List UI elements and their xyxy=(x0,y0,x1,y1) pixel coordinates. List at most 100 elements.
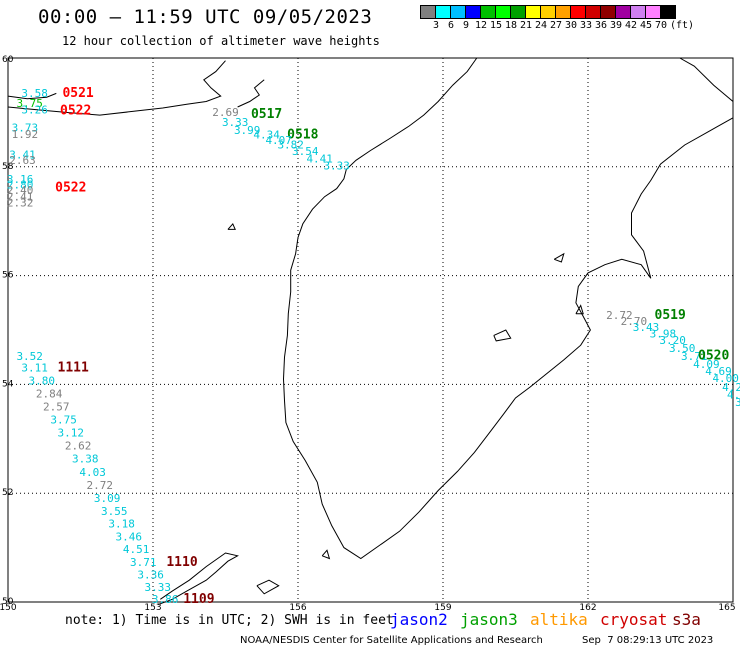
satellite-legend-altika: altika xyxy=(530,610,588,629)
wave-height-label: 3.82 xyxy=(277,138,304,151)
track-time-label: 0521 xyxy=(62,86,93,101)
map-frame xyxy=(7,57,734,603)
wave-height-label: 3.71 xyxy=(681,350,708,363)
wave-height-label: 3.75 xyxy=(50,414,77,427)
wave-height-label: 3.58 xyxy=(21,87,48,100)
latitude-tick-label: 54 xyxy=(2,379,14,389)
satellite-legend-jason3: jason3 xyxy=(460,610,518,629)
longitude-tick-label: 159 xyxy=(434,603,451,613)
colorbar-tick-label: 45 xyxy=(639,20,653,31)
satellite-legend-jason2: jason2 xyxy=(390,610,448,629)
track-time-label: 0519 xyxy=(655,308,686,323)
wave-height-label: 3.46 xyxy=(116,531,143,544)
colorbar-tick-label: 24 xyxy=(534,20,548,31)
wave-height-label: 2.70 xyxy=(621,315,648,328)
wave-height-label: 3.54 xyxy=(292,145,319,158)
wave-height-label: 2.57 xyxy=(43,401,70,414)
satellite-legend-s3a: s3a xyxy=(672,610,701,629)
colorbar-legend xyxy=(420,5,676,19)
colorbar-tick-label: 12 xyxy=(474,20,488,31)
wave-height-label: 4.07 xyxy=(265,134,292,147)
colorbar-tick-label: 33 xyxy=(579,20,593,31)
wave-height-label: 2.69 xyxy=(212,106,239,119)
satellite-legend-cryosat: cryosat xyxy=(600,610,668,629)
colorbar-tick-label: 9 xyxy=(462,20,470,31)
longitude-tick-label: 162 xyxy=(579,603,596,613)
wave-height-label: 3.55 xyxy=(101,505,128,518)
wave-height-label: 3.33 xyxy=(323,160,350,173)
colorbar-tick-label: 42 xyxy=(624,20,638,31)
footer-date: Sep 7 08:29:13 UTC 2023 xyxy=(582,635,714,646)
wave-height-label: 3.43 xyxy=(633,321,660,334)
colorbar-tick-labels: 3 6 9 12 15 18 21 24 27 30 33 36 39 42 45 70 (ft) xyxy=(420,20,740,34)
wave-height-label: 4.41 xyxy=(306,152,333,165)
longitude-tick-label: 156 xyxy=(289,603,306,613)
coastline xyxy=(493,329,512,342)
coastline xyxy=(157,552,239,606)
coastline xyxy=(237,79,265,108)
coastline xyxy=(7,92,57,100)
wave-height-label: 3.41 xyxy=(9,149,36,162)
colorbar-tick-label: 21 xyxy=(519,20,533,31)
wave-height-label: 2.40 xyxy=(7,184,34,197)
coastline xyxy=(7,60,226,116)
colorbar-swatch xyxy=(660,5,676,19)
coastline xyxy=(256,579,280,595)
wave-height-label: 3.11 xyxy=(21,361,48,374)
latitude-tick-label: 60 xyxy=(2,55,14,65)
wave-height-label: 2.41 xyxy=(7,191,34,204)
wave-height-label: 3.26 xyxy=(21,104,48,117)
wave-height-label: 4.09 xyxy=(693,358,720,371)
wave-height-label: 3.75 xyxy=(16,97,43,110)
coastline xyxy=(553,252,565,263)
wave-height-label: 3.33 xyxy=(145,581,172,594)
wave-height-label: 3.52 xyxy=(16,350,43,363)
track-time-label: 0518 xyxy=(287,128,318,143)
wave-height-label: 2.84 xyxy=(36,388,63,401)
wave-height-label: 4.00 xyxy=(712,372,739,385)
wave-height-label: 3.38 xyxy=(72,453,99,466)
colorbar-tick-label: (ft) xyxy=(669,20,695,31)
wave-height-label: 4.45 xyxy=(727,389,740,402)
track-time-label: 0517 xyxy=(251,107,282,122)
wave-height-label: 4.51 xyxy=(123,543,150,556)
colorbar-tick-label: 3 xyxy=(432,20,440,31)
latitude-tick-label: 52 xyxy=(2,488,13,498)
latitude-tick-label: 50 xyxy=(2,597,14,607)
wave-height-label: 3.98 xyxy=(650,328,677,341)
footer-credit: NOAA/NESDIS Center for Satellite Applica… xyxy=(240,635,543,646)
longitude-tick-label: 153 xyxy=(144,603,161,613)
latitude-tick-label: 58 xyxy=(2,162,14,172)
wave-height-label: 4.27 xyxy=(722,381,740,394)
coastline xyxy=(575,304,584,315)
wave-height-label: 3.16 xyxy=(7,173,34,186)
wave-height-label: 3.99 xyxy=(234,124,261,137)
colorbar-tick-label: 18 xyxy=(504,20,518,31)
coastline xyxy=(227,222,236,230)
colorbar-tick-label: 15 xyxy=(489,20,503,31)
colorbar-tick-label: 27 xyxy=(549,20,563,31)
latitude-tick-label: 56 xyxy=(2,271,14,281)
colorbar-tick-label: 6 xyxy=(447,20,455,31)
track-time-label: 0522 xyxy=(55,180,86,195)
track-time-label: 1109 xyxy=(183,592,214,607)
wave-height-label: 1.92 xyxy=(12,128,39,141)
longitude-tick-label: 165 xyxy=(718,603,735,613)
wave-height-label: 4.69 xyxy=(705,365,732,378)
track-time-label: 1110 xyxy=(166,555,197,570)
wave-height-label: 3.36 xyxy=(137,569,164,582)
wave-height-label: 3.86 xyxy=(152,593,179,606)
colorbar-tick-label: 70 xyxy=(654,20,668,31)
wave-height-label: 3.80 xyxy=(29,374,56,387)
map-title: 00:00 – 11:59 UTC 09/05/2023 xyxy=(38,6,373,28)
colorbar-tick-label: 30 xyxy=(564,20,578,31)
wave-height-label: 3.4 xyxy=(735,396,740,409)
colorbar-tick-label: 36 xyxy=(594,20,608,31)
footer-note: note: 1) Time is in UTC; 2) SWH is in fe… xyxy=(65,613,394,628)
track-time-label: 1111 xyxy=(58,360,89,375)
wave-height-label: 3.12 xyxy=(58,427,85,440)
coastline xyxy=(282,57,734,560)
colorbar-tick-label: 39 xyxy=(609,20,623,31)
wave-height-label: 2.32 xyxy=(7,197,34,210)
